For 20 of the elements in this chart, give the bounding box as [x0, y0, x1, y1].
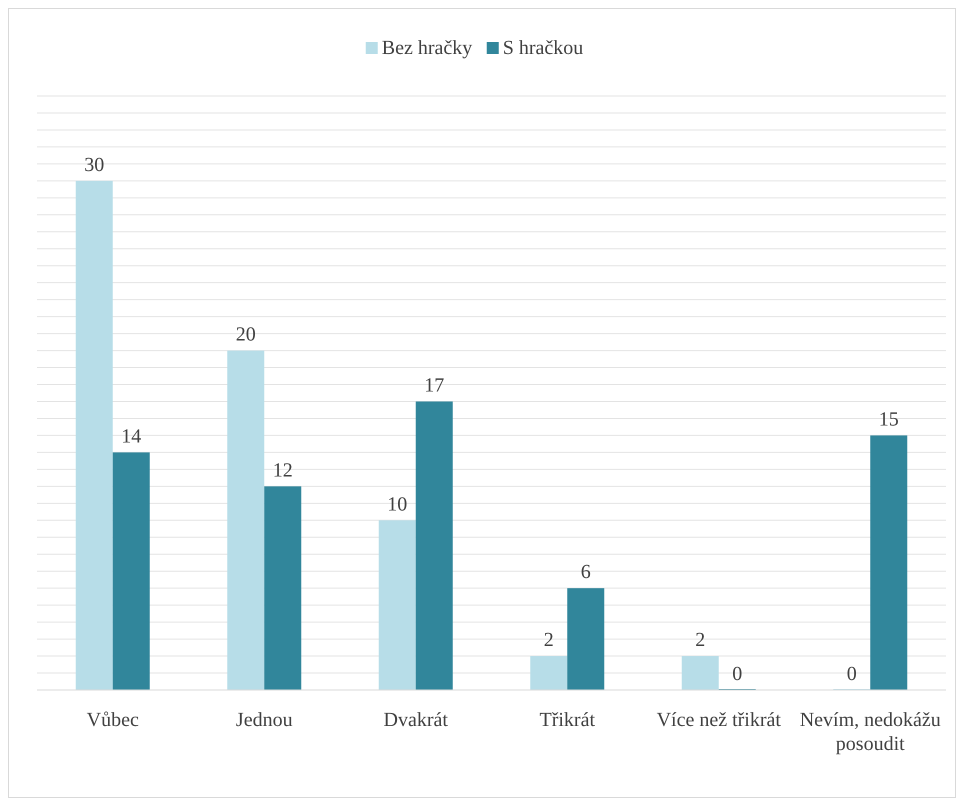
data-label: 14 — [121, 425, 142, 448]
data-label: 20 — [236, 324, 256, 346]
x-tick-label: Vůbec — [86, 709, 139, 731]
x-tick-label: Dvakrát — [384, 709, 448, 731]
x-tick-label: Nevím, nedokážu posoudit — [800, 709, 941, 755]
legend-label: S hračkou — [502, 37, 584, 59]
data-label: 2 — [695, 629, 706, 652]
data-label: 17 — [424, 374, 444, 396]
data-label: 12 — [272, 459, 293, 482]
data-label: 10 — [387, 493, 408, 516]
legend-label: Bez hračky — [382, 37, 472, 59]
x-tick-label: Více než třikrát — [656, 709, 782, 731]
data-label: 0 — [846, 663, 857, 685]
data-label: 6 — [580, 561, 591, 584]
x-tick-label: Jednou — [236, 709, 293, 731]
x-tick-label: Třikrát — [539, 709, 596, 731]
data-label: 30 — [84, 154, 104, 176]
data-label: 2 — [544, 629, 554, 652]
data-label: 0 — [732, 663, 742, 685]
data-label: 15 — [878, 408, 899, 430]
